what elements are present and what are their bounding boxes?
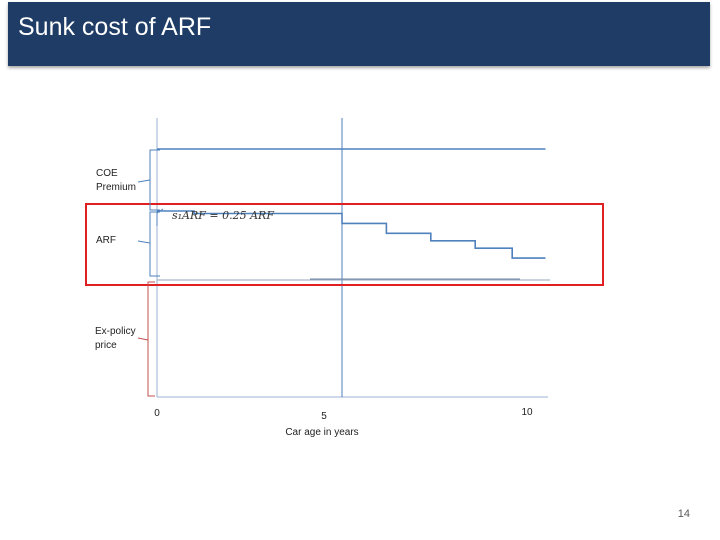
brace-arf: [137, 211, 160, 277]
formula-bracket: [156, 208, 164, 226]
arf-highlight-box: [85, 203, 604, 286]
arf-step-line: [157, 210, 546, 259]
formula-annotation: s₁ARF = 0.25 ARF: [172, 209, 274, 222]
expolicy-price-label: Ex-policy price: [95, 326, 136, 351]
arf-label: ARF: [96, 235, 116, 246]
title-bar: Sunk cost of ARF: [8, 2, 710, 66]
x-tick-label-5: 5: [321, 411, 327, 422]
brace-expolicy: [137, 281, 155, 397]
x-tick-label-10: 10: [521, 407, 533, 418]
x-axis-label: Car age in years: [285, 427, 358, 438]
coe-premium-label: COE Premium: [96, 168, 137, 193]
x-tick-label-0: 0: [154, 408, 160, 419]
page-number: 14: [677, 508, 690, 520]
slide-title: Sunk cost of ARF: [18, 13, 212, 41]
brace-coe: [137, 149, 160, 211]
